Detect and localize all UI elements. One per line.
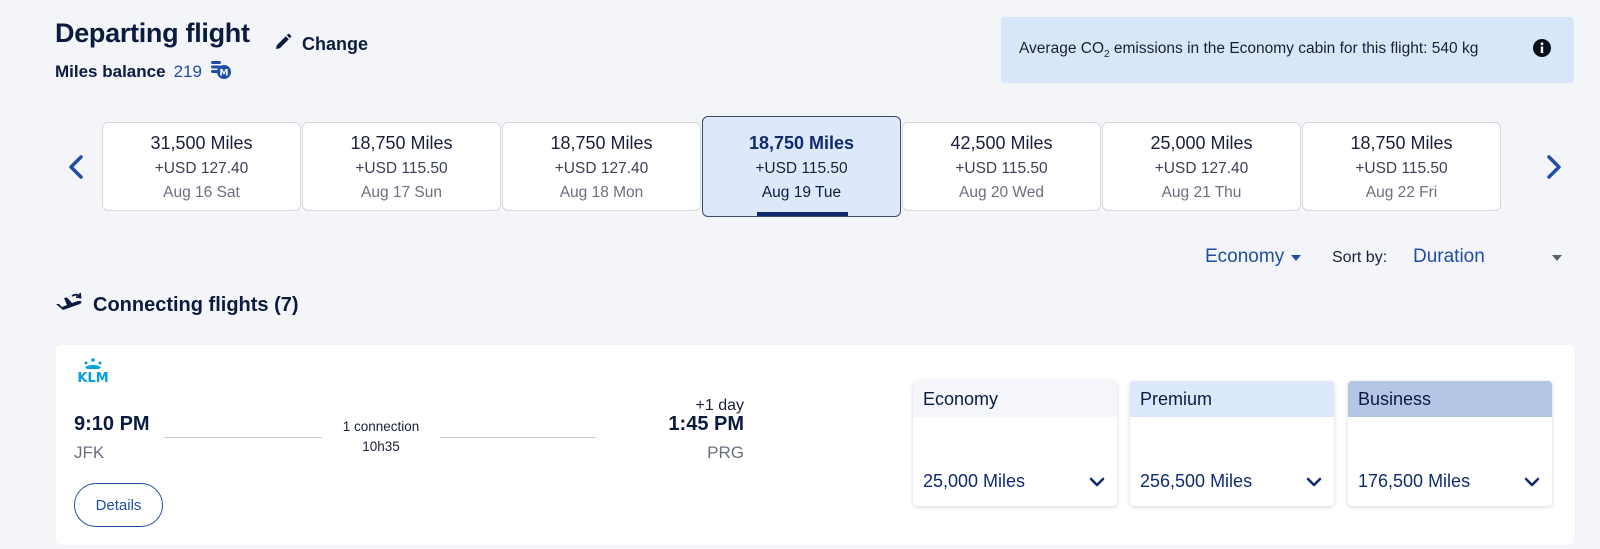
chevron-down-icon: [1089, 471, 1105, 492]
sort-dropdown[interactable]: Duration: [1413, 246, 1563, 268]
date-option-aug-22[interactable]: 18,750 Miles +USD 115.50 Aug 22 Fri: [1302, 122, 1501, 211]
chevron-right-icon: [1546, 154, 1562, 182]
departure-airport: JFK: [74, 443, 105, 462]
miles-balance-label: Miles balance: [55, 61, 166, 81]
fare-price: 25,000 Miles: [923, 471, 1026, 491]
next-dates-button[interactable]: [1540, 152, 1568, 184]
details-button[interactable]: Details: [74, 483, 163, 527]
date-option-date: Aug 20 Wed: [958, 184, 1045, 201]
date-option-miles: 18,750 Miles: [550, 133, 653, 153]
date-option-aug-20[interactable]: 42,500 Miles +USD 115.50 Aug 20 Wed: [902, 122, 1101, 211]
date-option-miles: 18,750 Miles: [1350, 133, 1453, 153]
previous-dates-button[interactable]: [62, 152, 90, 184]
date-option-miles: 18,750 Miles: [350, 133, 453, 153]
date-option-date: Aug 17 Sun: [360, 184, 442, 201]
page-title: Departing flight: [55, 18, 250, 48]
chevron-down-icon: [1524, 471, 1540, 492]
miles-balance: Miles balance 219 M: [55, 58, 232, 85]
connection-info: 1 connection 10h35: [322, 417, 440, 457]
change-label: Change: [302, 34, 369, 54]
date-option-aug-16[interactable]: 31,500 Miles +USD 127.40 Aug 16 Sat: [102, 122, 301, 211]
fare-cabin-label: Economy: [913, 381, 1117, 417]
miles-coin-icon: M: [210, 58, 232, 85]
section-title: Connecting flights (7): [93, 293, 299, 316]
fare-price: 256,500 Miles: [1140, 471, 1253, 491]
day-offset: +1 day: [695, 397, 744, 414]
date-option-aug-18[interactable]: 18,750 Miles +USD 127.40 Aug 18 Mon: [502, 122, 701, 211]
date-option-miles: 18,750 Miles: [748, 133, 855, 153]
date-option-usd: +USD 115.50: [755, 160, 848, 177]
date-option-miles: 31,500 Miles: [150, 133, 253, 153]
date-option-date: Aug 19 Tue: [761, 184, 842, 201]
caret-down-icon: [1290, 246, 1302, 268]
connecting-flight-icon: [55, 290, 83, 320]
sort-label: Sort by:: [1332, 249, 1388, 266]
date-option-miles: 42,500 Miles: [950, 133, 1053, 153]
selected-indicator: [757, 212, 848, 216]
co2-emissions-notice: Average CO2 emissions in the Economy cab…: [1001, 17, 1574, 83]
date-option-usd: +USD 115.50: [355, 160, 448, 177]
departure-time: 9:10 PM: [74, 413, 150, 435]
cabin-class-dropdown[interactable]: Economy: [1205, 246, 1302, 268]
co2-text: Average CO2 emissions in the Economy cab…: [1019, 39, 1479, 61]
klm-logo: KLM: [72, 357, 114, 388]
flight-duration: 10h35: [362, 439, 400, 454]
connecting-flights-header: Connecting flights (7): [55, 290, 299, 320]
date-option-usd: +USD 127.40: [554, 160, 649, 177]
date-option-date: Aug 22 Fri: [1365, 184, 1438, 201]
connection-count: 1 connection: [342, 419, 420, 434]
arrival-airport: PRG: [707, 443, 744, 462]
change-flight-button[interactable]: Change: [274, 33, 368, 56]
fare-cabin-label: Business: [1348, 381, 1552, 417]
flight-result-card: KLM 9:10 PM JFK 1 connection 10h35 +1 da…: [56, 345, 1574, 545]
pencil-icon: [274, 33, 292, 56]
date-option-aug-19-selected[interactable]: 18,750 Miles +USD 115.50 Aug 19 Tue: [702, 116, 901, 217]
arrival-time: 1:45 PM: [668, 413, 744, 435]
route-line: [164, 437, 322, 438]
fare-price: 176,500 Miles: [1358, 471, 1471, 491]
miles-balance-value: 219: [173, 61, 202, 81]
fare-option-economy[interactable]: Economy 25,000 Miles: [913, 381, 1117, 506]
fare-option-business[interactable]: Business 176,500 Miles: [1348, 381, 1552, 506]
chevron-left-icon: [68, 154, 84, 182]
fare-cabin-label: Premium: [1130, 381, 1334, 417]
date-option-usd: +USD 115.50: [1355, 160, 1448, 177]
date-selector: 31,500 Miles +USD 127.40 Aug 16 Sat 18,7…: [102, 116, 1529, 220]
date-option-date: Aug 16 Sat: [163, 184, 240, 201]
route-line: [440, 437, 596, 438]
date-option-usd: +USD 127.40: [154, 160, 249, 177]
fare-option-premium[interactable]: Premium 256,500 Miles: [1130, 381, 1334, 506]
date-option-aug-21[interactable]: 25,000 Miles +USD 127.40 Aug 21 Thu: [1102, 122, 1301, 211]
date-option-usd: +USD 127.40: [1154, 160, 1249, 177]
date-option-aug-17[interactable]: 18,750 Miles +USD 115.50 Aug 17 Sun: [302, 122, 501, 211]
chevron-down-icon: [1306, 471, 1322, 492]
sort-value: Duration: [1413, 246, 1485, 267]
date-option-date: Aug 21 Thu: [1161, 184, 1242, 201]
svg-text:KLM: KLM: [77, 371, 108, 383]
date-option-miles: 25,000 Miles: [1150, 133, 1253, 153]
caret-down-icon: [1551, 246, 1563, 268]
date-option-date: Aug 18 Mon: [559, 184, 644, 201]
date-option-usd: +USD 115.50: [955, 160, 1048, 177]
svg-text:M: M: [219, 69, 228, 79]
cabin-class-value: Economy: [1205, 246, 1285, 267]
info-icon[interactable]: [1532, 38, 1552, 63]
